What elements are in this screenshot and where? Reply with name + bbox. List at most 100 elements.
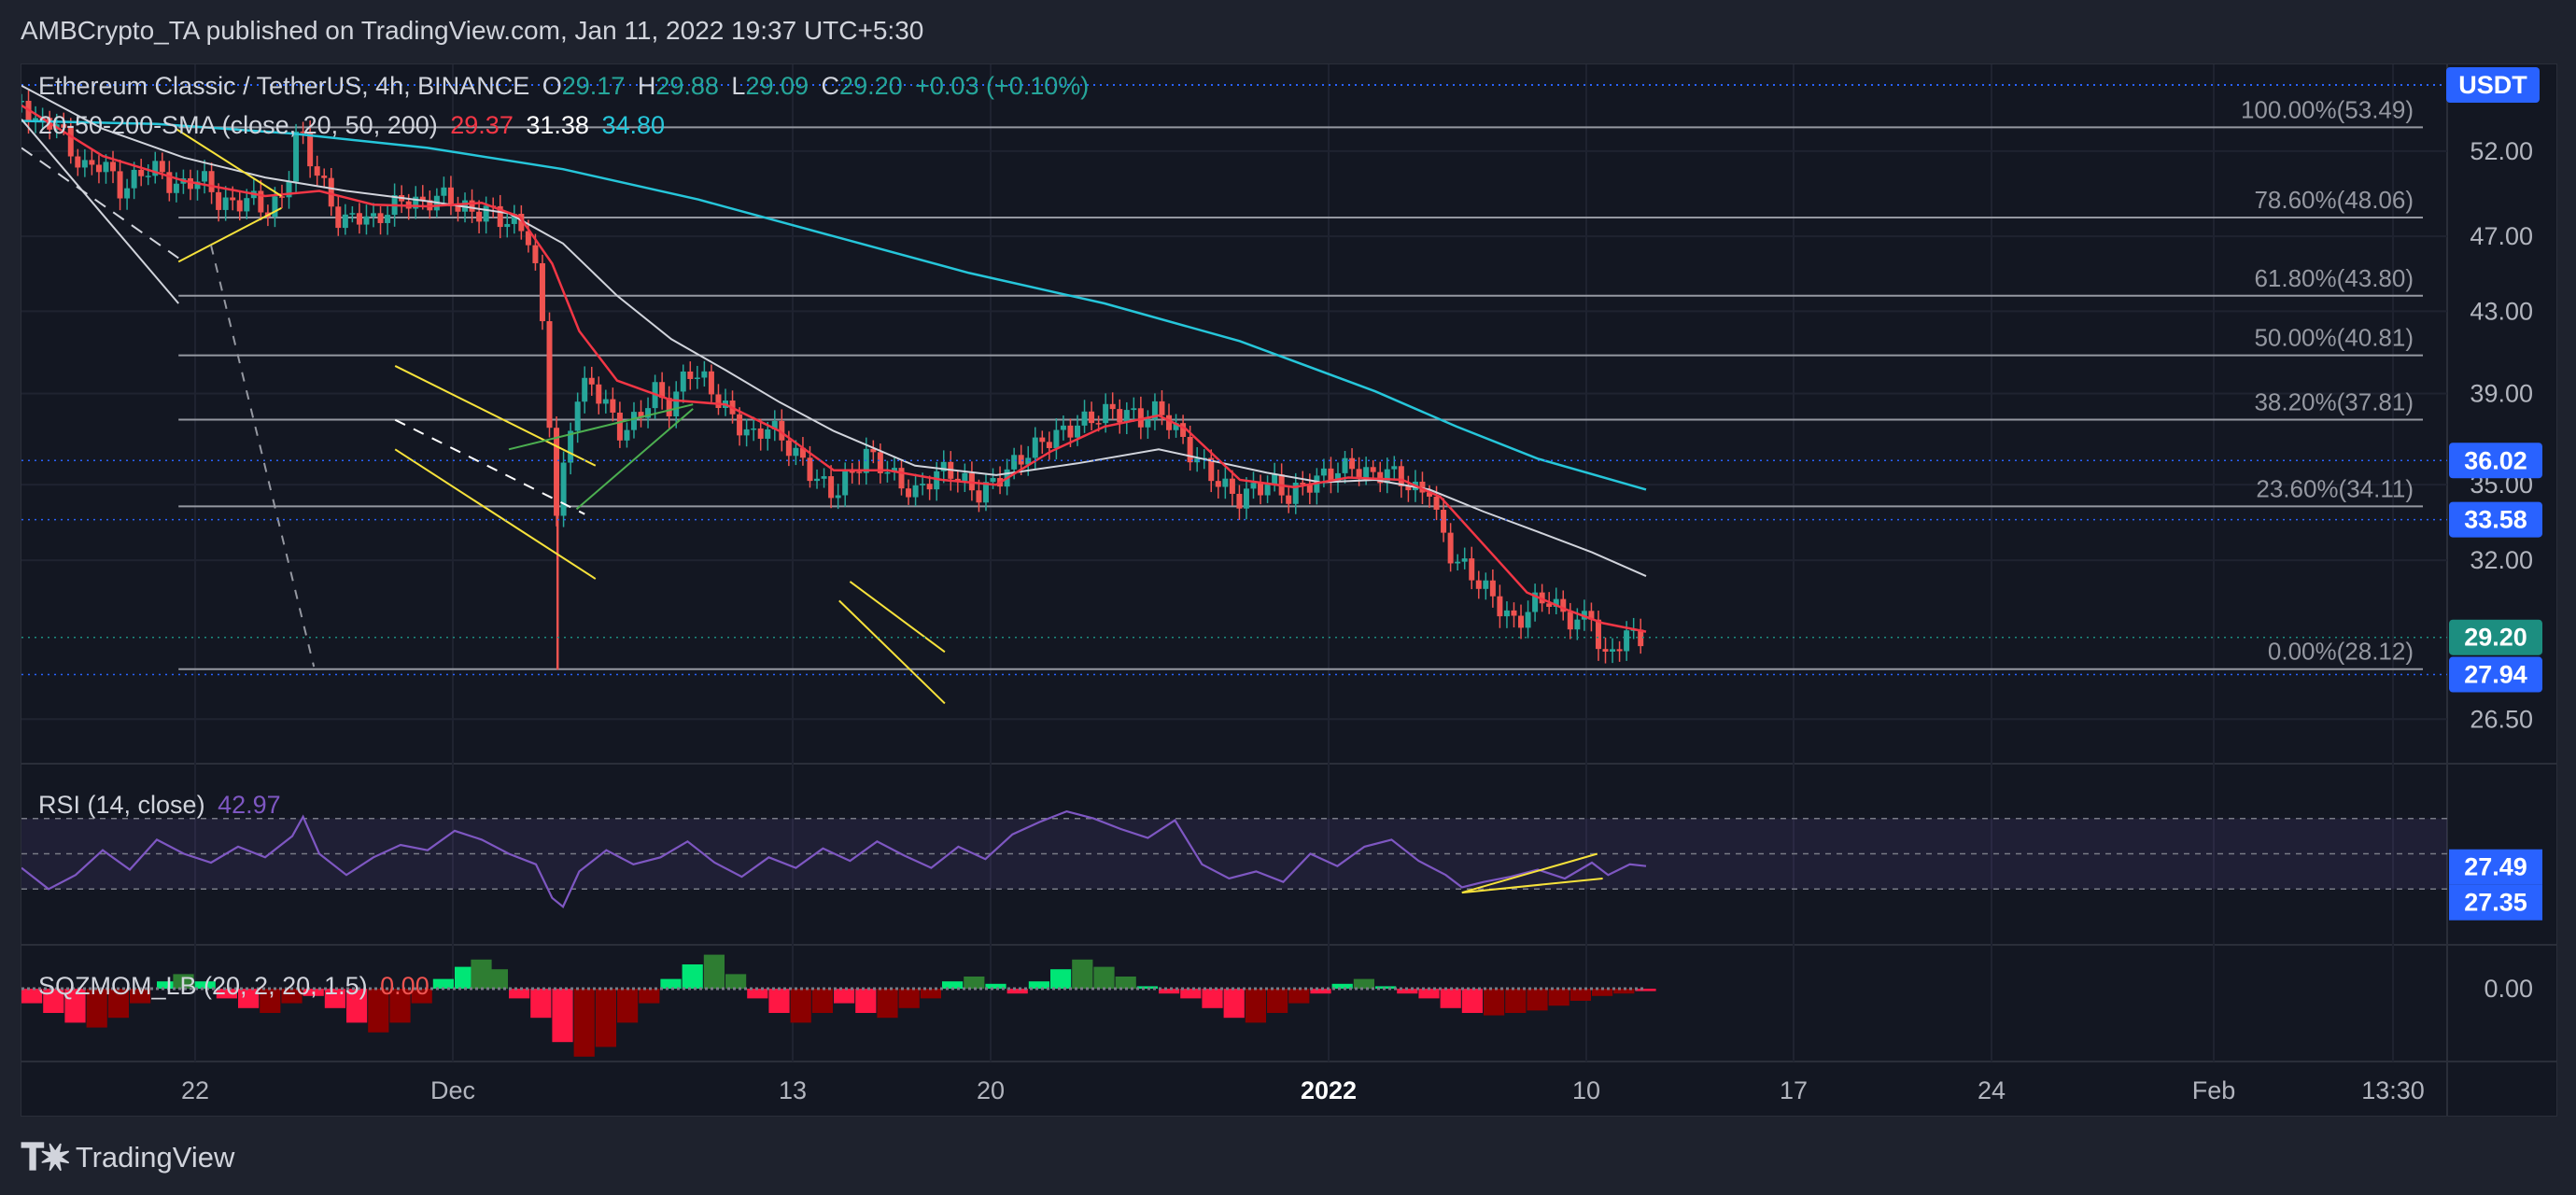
sqz-histogram-bar (455, 966, 476, 989)
candle-body (511, 214, 517, 224)
candle-body (1011, 455, 1018, 470)
candle-body (1117, 409, 1123, 423)
candle-body (1475, 580, 1482, 589)
price-tag-label: 33.58 (2464, 506, 2527, 534)
candle-body (771, 420, 778, 429)
candle-body (1243, 488, 1249, 509)
price-axis-label: 26.50 (2470, 705, 2533, 733)
candle-body (497, 205, 503, 228)
sqz-histogram-bar (173, 974, 194, 989)
low-value: 29.09 (745, 72, 809, 100)
candle-body (588, 377, 595, 385)
publish-line: AMBCrypto_TA published on TradingView.co… (21, 16, 924, 45)
price-tag-badge (2449, 443, 2542, 479)
candle-body (694, 377, 700, 379)
sma50-value: 31.38 (526, 111, 589, 139)
rsi-title[interactable]: RSI (14, close) (38, 791, 205, 819)
candle-body (1272, 474, 1278, 485)
time-axis-label: 13 (779, 1076, 807, 1104)
price-tag-badge (2449, 656, 2542, 693)
candle-body (814, 478, 821, 482)
open-value: 29.17 (561, 72, 626, 100)
symbol-name[interactable]: Ethereum Classic / TetherUS, 4h, BINANCE (38, 72, 530, 100)
chart-canvas[interactable]: 22 Dec 13 20 2022 10 17 24 Feb 13:30 52.00 47.00 43.… (21, 64, 2556, 1116)
candle-body (1461, 558, 1468, 562)
channel-mid-dashed-line (21, 147, 179, 260)
candle-body (518, 214, 525, 232)
sqz-histogram-bar (1180, 989, 1202, 999)
sqz-histogram-bar (660, 978, 682, 989)
candle-body (117, 171, 123, 199)
candle-body (455, 205, 461, 212)
sma-title[interactable]: 20-50-200-SMA (close, 20, 50, 200) (38, 111, 438, 139)
candle-body (940, 461, 947, 471)
sqz-histogram-bar (260, 989, 281, 1013)
sqz-histogram-bar (86, 989, 107, 1028)
candle-body (1334, 472, 1341, 482)
candle-body (1258, 483, 1264, 496)
candle-body (926, 484, 933, 490)
candle-body (821, 476, 827, 479)
candle-body (1137, 408, 1144, 428)
candle-body (1427, 492, 1432, 497)
chart-panel[interactable]: 22 Dec 13 20 2022 10 17 24 Feb 13:30 52.00 47.00 43.… (21, 63, 2557, 1117)
candle-body (596, 384, 602, 404)
price-axis-label: 39.00 (2470, 380, 2533, 408)
high-label: H (637, 72, 656, 100)
candle-body (1089, 411, 1095, 424)
candle-body (891, 468, 897, 472)
price-tag-label: 29.20 (2464, 624, 2527, 652)
candle-body (371, 213, 376, 217)
candle-body (1405, 485, 1412, 491)
candle-body (954, 478, 961, 482)
candle-body (110, 162, 117, 172)
candle-body (202, 171, 208, 182)
sqz-histogram-bar (1440, 989, 1461, 1008)
sqz-histogram-bar (1115, 977, 1136, 989)
candle-body (504, 223, 511, 228)
sqz-histogram-bar (1527, 989, 1548, 1011)
sqz-histogram-bar (1245, 989, 1266, 1023)
candle-body (1441, 510, 1447, 533)
candle-body (793, 447, 799, 457)
candle-body (898, 468, 905, 489)
candle-body (1525, 612, 1531, 628)
candle-body (89, 160, 95, 165)
candle-body (539, 262, 545, 322)
currency-button[interactable]: USDT (2446, 67, 2540, 103)
sqz-histogram-bar (1505, 989, 1527, 1013)
candle-body (1616, 649, 1623, 652)
candle-body (1306, 484, 1313, 493)
candle-body (1095, 423, 1102, 425)
channel-lower-line (21, 119, 179, 304)
candle-body (1039, 437, 1046, 443)
candle-body (187, 177, 193, 190)
sqz-histogram-bar (1072, 959, 1093, 989)
candle-body (1489, 580, 1496, 597)
sqz-histogram-bar (1093, 966, 1115, 989)
candle-body (751, 428, 757, 430)
sma20-line (21, 104, 1647, 633)
candle-body (67, 127, 74, 157)
candle-body (1208, 457, 1215, 482)
rsi-line (21, 809, 1647, 908)
candle-body (1075, 425, 1080, 438)
candle-body (1553, 598, 1559, 608)
candle-body (335, 206, 342, 229)
candle-body (856, 471, 863, 473)
sqz-histogram-bar (238, 989, 260, 1008)
candle-body (568, 430, 574, 463)
candle-body (75, 156, 81, 168)
sqz-histogram-bar (964, 977, 985, 989)
candlestick-series (21, 90, 1644, 664)
rising-wedge-lower (575, 408, 694, 511)
price-axis-label: 47.00 (2470, 222, 2533, 250)
sqz-title[interactable]: SQZMOM_LB (20, 2, 20, 1.5) (38, 972, 368, 1000)
candle-body (934, 471, 940, 490)
candle-body (145, 176, 151, 177)
sqz-histogram-bar (747, 989, 768, 999)
candle-body (1229, 478, 1235, 494)
candle-body (1109, 403, 1116, 410)
sqz-histogram-bar (1331, 983, 1353, 989)
falling-wedge-upper (849, 581, 946, 654)
